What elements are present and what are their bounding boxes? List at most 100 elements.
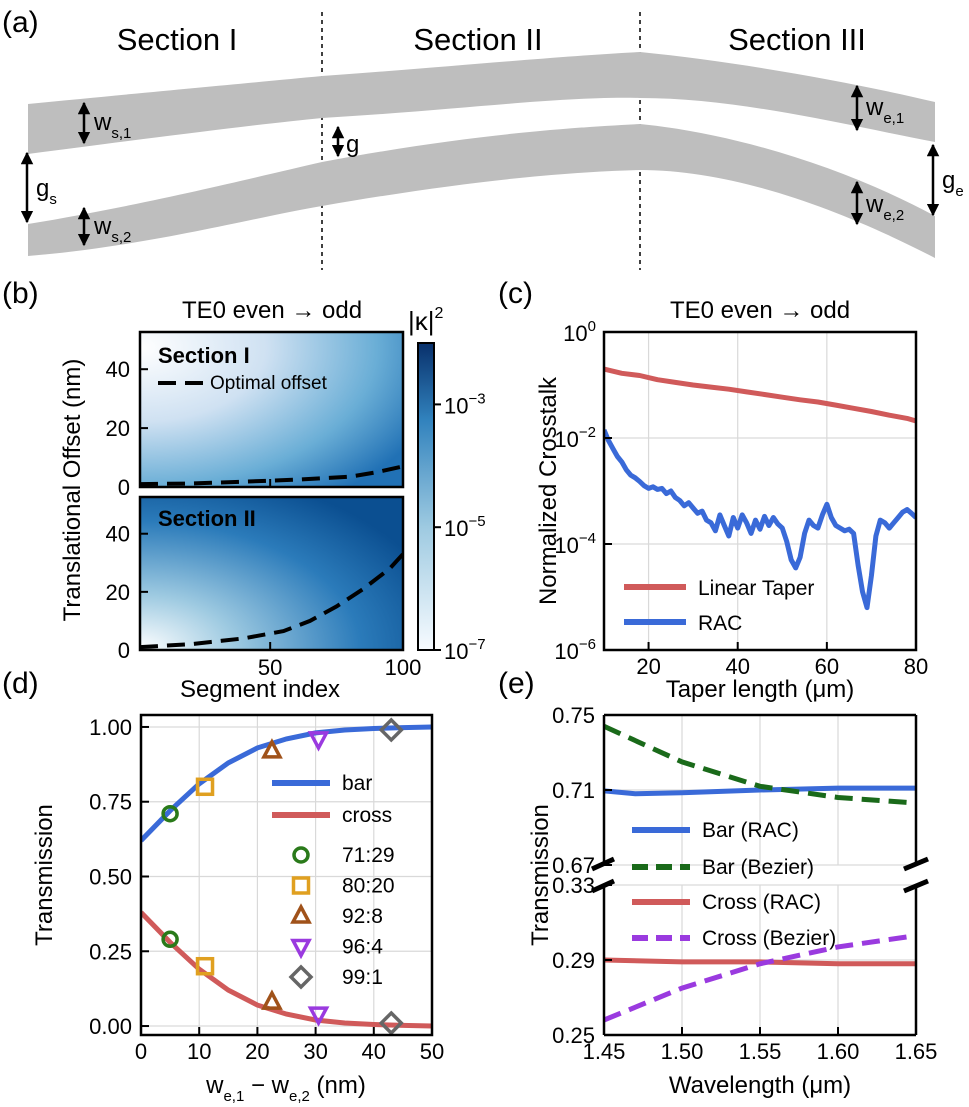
colorbar-tick-label: 10−5 (444, 513, 486, 541)
heatmap-2-frame (138, 495, 405, 652)
marker-bar-99-1 (378, 717, 404, 743)
panel-d: (d) Transmission we,1 − we,2 (nm) 0 10 20 3… (2, 667, 444, 1105)
series-line-rac (604, 429, 916, 611)
panel-d-xtick-label: 20 (245, 1039, 269, 1064)
marker-bar-96-4 (307, 731, 330, 752)
panel-d-ylabel: Transmission (31, 804, 58, 946)
panel-e-xtick-label: 1.50 (661, 1039, 704, 1064)
legend-label: Bar (RAC) (702, 819, 799, 842)
panel-c-ytick-label: 10−2 (554, 424, 596, 452)
panel-b: (b) TE0 even → odd Translational Offset … (2, 277, 486, 703)
dim-g: g (331, 125, 359, 158)
colorbar-gradient (417, 342, 435, 651)
label-we2: we,2 (865, 191, 904, 224)
panel-b-ytick-label: 0 (118, 638, 130, 663)
panel-label-c: (c) (498, 277, 533, 310)
dim-we2: we,2 (850, 180, 904, 226)
axis-break-left-lower (590, 878, 616, 894)
panel-b-xtick-label: 100 (385, 655, 422, 680)
marker-cross-71-29 (161, 930, 179, 949)
panel-b-ytick-label: 40 (106, 522, 130, 547)
marker-cross-80-20 (195, 956, 215, 976)
panel-c-xtick-label: 60 (815, 654, 839, 679)
panel-d-frame (139, 713, 434, 1037)
panel-c-title: TE0 even → odd (670, 297, 850, 324)
panel-d-ytick-label: 0.50 (89, 864, 132, 889)
waveguide-bottom (28, 124, 935, 258)
panel-label-e: (e) (498, 667, 535, 700)
panel-d-xtick-label: 40 (362, 1039, 386, 1064)
panel-d-xtick-label: 10 (187, 1039, 211, 1064)
heatmap-section-1: 0 20 40 Section I Optimal offset (106, 330, 405, 500)
series-line-cross-bezier- (604, 933, 916, 1023)
label-g: g (346, 131, 359, 158)
marker-bar-71-29 (161, 804, 179, 823)
legend-label: Linear Taper (698, 577, 814, 600)
heatmap-1-label: Section I (158, 343, 250, 368)
panel-c-xtick-label: 40 (725, 654, 749, 679)
panel-e-ylabel: Transmission (527, 804, 554, 946)
series-line-bar-rac- (604, 785, 916, 797)
legend-marker-92-8 (290, 903, 312, 924)
panel-e-ytick-label: 0.71 (552, 778, 595, 803)
legend-label-99-1: 99:1 (342, 966, 383, 989)
panel-d-ytick-label: 0.25 (89, 939, 132, 964)
optimal-offset-line-2 (140, 552, 403, 650)
label-gs: gs (36, 175, 57, 208)
marker-bar-80-20 (195, 777, 215, 797)
panel-label-d: (d) (2, 667, 39, 700)
colorbar: |κ|2 10−3 10−5 10−7 (408, 305, 486, 664)
legend-label-71-29: 71:29 (342, 844, 395, 867)
legend-marker-71-29 (292, 846, 310, 864)
legend-optimal-offset-label: Optimal offset (210, 373, 328, 394)
panel-c: (c) TE0 even → odd Normalized Crosstalk … (498, 277, 928, 703)
panel-e-xtick-label: 1.45 (583, 1039, 626, 1064)
marker-bar-92-8 (261, 738, 283, 759)
section-1-title: Section I (117, 22, 238, 57)
panel-c-xlabel: Taper length (μm) (666, 676, 855, 703)
label-ws1: ws,1 (93, 109, 131, 142)
panel-b-ytick-label: 20 (106, 580, 130, 605)
panel-label-a: (a) (2, 6, 39, 39)
marker-cross-99-1 (378, 1010, 404, 1036)
legend-label-92-8: 92:8 (342, 905, 383, 928)
heatmap-2-field (140, 497, 403, 650)
legend-label-bar: bar (342, 772, 372, 795)
panel-d-ytick-label: 0.75 (89, 790, 132, 815)
panel-c-xtick-label: 80 (904, 654, 928, 679)
panel-c-ytick-label: 100 (563, 318, 596, 346)
panel-c-frame (602, 330, 918, 652)
dim-ge: ge (926, 143, 964, 217)
legend-label: Cross (Bezier) (702, 927, 836, 950)
legend-label-80-20: 80:20 (342, 875, 395, 898)
dim-ws2: ws,2 (77, 206, 131, 247)
series-line-cross (141, 910, 432, 1029)
panel-c-ylabel: Normalized Crosstalk (535, 376, 562, 605)
label-ge: ge (942, 167, 964, 200)
heatmap-2-label: Section II (158, 506, 256, 531)
dim-we1: we,1 (850, 84, 904, 132)
panel-d-ytick-label: 0.00 (89, 1014, 132, 1039)
panel-e-xlabel: Wavelength (μm) (669, 1072, 851, 1099)
panel-label-b: (b) (2, 277, 39, 310)
colorbar-label: |κ|2 (408, 305, 444, 336)
heatmap-section-2: 0 20 40 50 100 Section II (106, 495, 422, 680)
panel-e-ytick-label: 0.25 (552, 1023, 595, 1048)
panel-e-xtick-label: 1.55 (739, 1039, 782, 1064)
panel-e-xtick-label: 1.60 (817, 1039, 860, 1064)
legend-marker-96-4 (290, 938, 312, 960)
dim-ws1: ws,1 (77, 101, 131, 145)
panel-a-schematic: (a) Section I Section II Section III ws,… (2, 6, 964, 270)
panel-b-ytick-label: 20 (106, 416, 130, 441)
heatmap-1-field (140, 332, 403, 487)
panel-d-ytick-label: 1.00 (89, 715, 132, 740)
panel-b-ytick-label: 40 (106, 357, 130, 382)
panel-b-title: TE0 even → odd (182, 297, 362, 324)
legend-label-96-4: 96:4 (342, 936, 383, 959)
heatmap-1-frame (138, 330, 405, 489)
panel-d-xtick-label: 0 (135, 1039, 147, 1064)
marker-cross-96-4 (307, 1006, 330, 1027)
axis-break-right-lower (903, 878, 929, 894)
legend-marker-80-20 (291, 876, 311, 895)
